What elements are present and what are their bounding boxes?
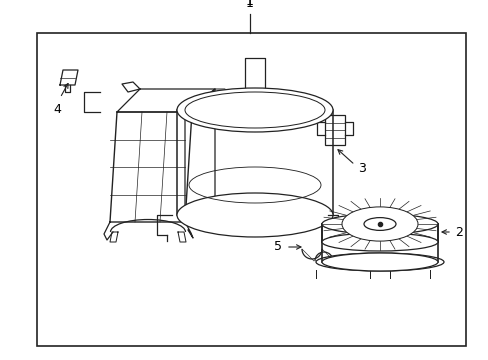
Text: 1: 1 — [245, 0, 253, 8]
Text: 4: 4 — [53, 103, 61, 116]
Text: 5: 5 — [273, 240, 282, 253]
Text: 3: 3 — [357, 162, 365, 175]
Ellipse shape — [363, 217, 395, 230]
Ellipse shape — [177, 193, 332, 237]
Bar — [37, 33, 465, 346]
Ellipse shape — [177, 88, 332, 132]
Ellipse shape — [321, 214, 437, 234]
Ellipse shape — [315, 253, 443, 271]
Text: 2: 2 — [454, 225, 462, 238]
Bar — [325, 115, 345, 145]
Ellipse shape — [321, 233, 437, 251]
Ellipse shape — [321, 253, 437, 271]
Text: 1: 1 — [245, 0, 253, 10]
Ellipse shape — [341, 207, 417, 241]
